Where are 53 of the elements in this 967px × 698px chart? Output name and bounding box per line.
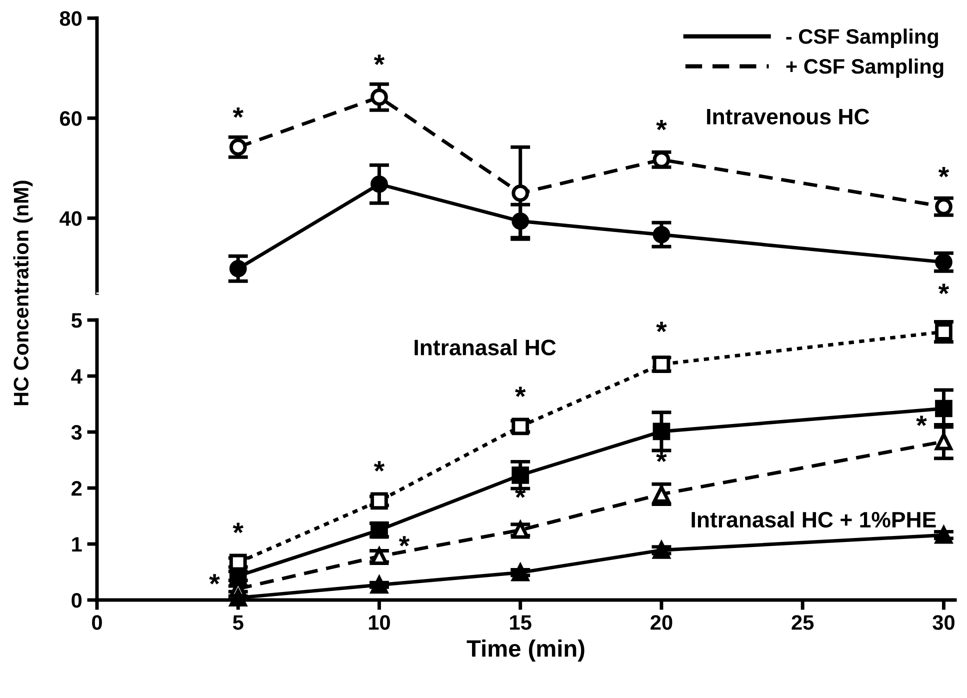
y-tick-label: 1 xyxy=(72,537,82,552)
annotation: * xyxy=(374,54,385,66)
y-tick-label: 3 xyxy=(71,425,82,440)
x-tick-label: 10 xyxy=(368,615,390,630)
point xyxy=(512,212,530,230)
annotation: * xyxy=(656,120,667,130)
point xyxy=(512,564,530,582)
point xyxy=(370,576,388,594)
x-tick-label: 30 xyxy=(932,615,954,630)
annotation: * xyxy=(398,536,410,546)
point xyxy=(652,422,670,440)
point xyxy=(229,260,247,278)
point xyxy=(370,175,388,193)
point xyxy=(370,492,388,510)
point xyxy=(935,526,952,544)
annotation: * xyxy=(916,416,927,426)
annotation: Intranasal HC xyxy=(414,339,556,356)
annotation: * xyxy=(656,452,667,462)
x-tick-label: 20 xyxy=(650,615,672,630)
point xyxy=(935,432,952,450)
point xyxy=(935,400,952,418)
annotation: * xyxy=(938,166,950,178)
y-tick-label: 80 xyxy=(60,11,82,26)
x-tick-label: 15 xyxy=(510,615,532,630)
y-axis-title: HC Concentration (nM) xyxy=(13,180,33,406)
annotation: * xyxy=(656,322,667,332)
legend-label: - CSF Sampling xyxy=(786,28,938,48)
annotation: Intravenous HC xyxy=(707,108,870,124)
x-tick-label: 5 xyxy=(232,615,244,630)
annotation: * xyxy=(232,107,244,118)
legend-label: + CSF Sampling xyxy=(786,58,944,78)
point xyxy=(512,466,530,484)
y-tick-label: 2 xyxy=(72,481,82,496)
annotation: * xyxy=(232,522,244,534)
x-axis-title: Time (min) xyxy=(466,640,584,662)
y-tick-label: 5 xyxy=(71,313,82,328)
annotation: * xyxy=(209,574,220,584)
y-tick-label: 60 xyxy=(60,111,82,126)
y-tick-label: 40 xyxy=(60,211,82,226)
annotation: * xyxy=(515,386,526,398)
x-tick-label: 25 xyxy=(792,615,814,630)
point xyxy=(370,88,388,106)
annotation: * xyxy=(938,284,950,294)
y-tick-label: 0 xyxy=(72,593,82,608)
x-tick-label: 0 xyxy=(92,615,102,630)
annotation: * xyxy=(374,461,385,472)
y-tick-label: 4 xyxy=(71,369,82,384)
point xyxy=(935,323,952,340)
point xyxy=(512,184,530,202)
annotation: Intranasal HC + 1%PHE xyxy=(692,511,936,528)
point xyxy=(229,567,247,585)
point xyxy=(652,226,670,244)
point xyxy=(652,541,670,559)
